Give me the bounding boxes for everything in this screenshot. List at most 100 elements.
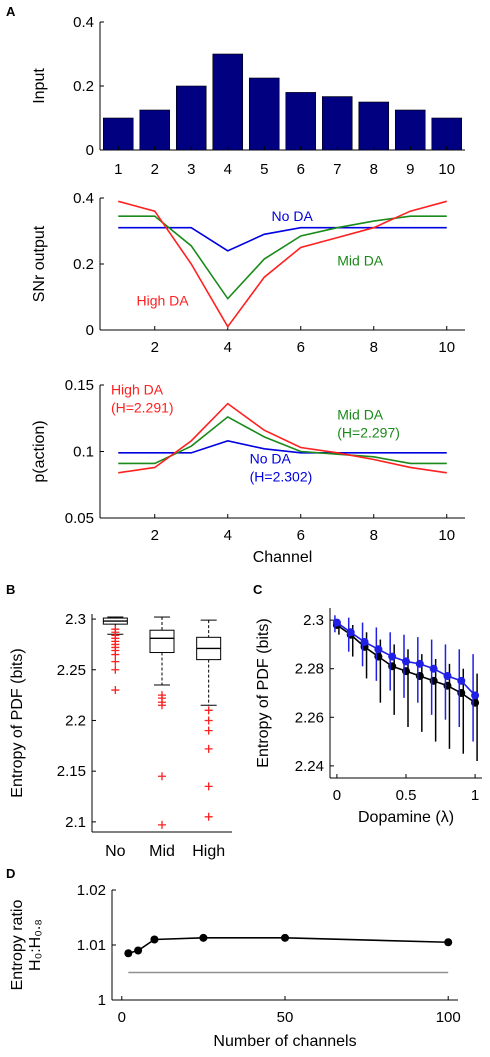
outlier-marker xyxy=(204,726,213,735)
x-tick-label: 50 xyxy=(277,1009,294,1026)
x-tick-label: Mid xyxy=(149,843,175,860)
entropy-box-plot: 2.1 2.15 2.2 2.25 2.3 No Mid High Entropy of PDF… xyxy=(9,611,232,860)
svg-text:D: D xyxy=(6,866,15,881)
annotation-label: No DA xyxy=(250,450,292,466)
panel-label-A: A xyxy=(6,4,16,19)
data-point xyxy=(281,933,289,942)
bar xyxy=(102,117,134,151)
outlier-marker xyxy=(204,744,213,753)
data-point xyxy=(457,689,466,697)
y-tick-label: 0.4 xyxy=(73,14,94,31)
entropy-vs-dopamine-chart: 2.24 2.26 2.28 2.3 0 0.5 1 Entropy of PDF (bits… xyxy=(255,608,482,826)
x-tick-label: 0 xyxy=(333,787,341,804)
bar xyxy=(139,109,171,151)
x-axis-label: Dopamine (λ) xyxy=(358,809,454,826)
panel-label-B: B xyxy=(6,582,15,597)
x-tick-label: 1 xyxy=(471,787,479,804)
annotation-label: (H=2.297) xyxy=(337,425,400,441)
data-point xyxy=(415,659,424,668)
x-tick-label: High xyxy=(192,843,225,860)
y-axis-label: SNr output xyxy=(31,225,48,302)
data-point xyxy=(429,664,438,673)
data-point xyxy=(444,938,453,947)
x-tick-label: 7 xyxy=(333,161,341,178)
x-tick-label: 2 xyxy=(151,527,159,544)
annotation-label: (H=2.291) xyxy=(111,399,174,415)
y-tick-label: 2.28 xyxy=(295,661,324,678)
bar xyxy=(431,117,463,151)
data-point xyxy=(429,676,438,685)
annotation-label: No DA xyxy=(272,208,314,224)
annotation-label: High DA xyxy=(111,381,164,397)
outlier-marker xyxy=(111,650,120,659)
outlier-marker xyxy=(111,665,120,674)
series-line-no-da xyxy=(118,226,447,252)
y-axis-label: p(action) xyxy=(31,420,48,482)
svg-text:A: A xyxy=(6,4,16,19)
y-tick-label: 0.2 xyxy=(73,78,94,95)
y-tick-label: 2.1 xyxy=(65,814,86,831)
x-tick-label: 10 xyxy=(438,161,455,178)
y-tick-label: 0.4 xyxy=(73,190,94,207)
outlier-marker xyxy=(204,716,213,725)
data-point xyxy=(471,698,480,707)
x-tick-label: 6 xyxy=(297,161,305,178)
y-tick-label: 2.24 xyxy=(295,758,324,775)
p-action-line-chart: 0.05 0.1 0.15 2 4 6 8 10 High DA (H=2.291) Mid DA (… xyxy=(31,377,465,566)
bar xyxy=(248,77,280,151)
box xyxy=(149,629,175,654)
annotation-label: High DA xyxy=(137,292,190,308)
panel-label-C: C xyxy=(253,582,263,597)
y-tick-label: 1 xyxy=(98,992,106,1009)
series-line-high-da xyxy=(118,402,447,474)
svg-text:B: B xyxy=(6,582,15,597)
outlier-marker xyxy=(111,657,120,666)
bar xyxy=(285,92,317,151)
data-point xyxy=(471,691,480,700)
x-tick-label: 10 xyxy=(438,339,455,356)
outlier-marker xyxy=(158,701,166,710)
y-tick-label: 0.05 xyxy=(65,510,94,527)
y-tick-label: 2.3 xyxy=(303,612,324,629)
y-tick-label: 2.2 xyxy=(65,712,86,729)
x-axis-label: Number of channels xyxy=(213,1033,356,1050)
entropy-ratio-chart: 1 1.01 1.02 0 50 100 Entropy ratio H₀:H₀.₈ Numbe… xyxy=(9,882,461,1050)
x-tick-label: 3 xyxy=(187,161,195,178)
data-point xyxy=(402,667,410,676)
bar xyxy=(358,101,390,151)
outlier-marker xyxy=(204,782,213,791)
x-tick-label: 4 xyxy=(224,339,232,356)
x-tick-label: 6 xyxy=(297,339,305,356)
data-point xyxy=(124,949,133,958)
data-point xyxy=(150,935,159,944)
bar xyxy=(394,109,426,151)
x-tick-label: 4 xyxy=(224,527,232,544)
data-point xyxy=(402,657,410,666)
x-tick-label: 0.5 xyxy=(396,787,417,804)
y-tick-label: 1.01 xyxy=(77,937,106,954)
x-axis-label: Channel xyxy=(253,549,313,566)
y-tick-label: 2.25 xyxy=(57,662,86,679)
annotation-label: Mid DA xyxy=(337,253,384,269)
x-tick-label: 8 xyxy=(370,527,378,544)
bar xyxy=(321,96,353,151)
data-point xyxy=(443,681,452,690)
outlier-marker xyxy=(204,706,213,715)
bar xyxy=(175,85,207,151)
y-axis-label: Entropy ratio xyxy=(9,900,26,991)
annotation-label: (H=2.302) xyxy=(250,468,313,484)
x-tick-label: 5 xyxy=(260,161,268,178)
y-axis-label: Entropy of PDF (bits) xyxy=(9,648,26,797)
outlier-marker xyxy=(158,772,166,781)
y-tick-label: 0 xyxy=(86,142,94,159)
outlier-marker xyxy=(158,820,166,829)
y-tick-label: 2.26 xyxy=(295,709,324,726)
y-tick-label: 1.02 xyxy=(77,882,106,899)
x-tick-label: 9 xyxy=(406,161,414,178)
data-point xyxy=(388,652,397,661)
x-tick-label: 10 xyxy=(438,527,455,544)
input-bar-chart: 0 0.2 0.4 1 2 3 4 5 6 7 8 9 10 Input xyxy=(31,14,465,178)
y-tick-label: 0 xyxy=(86,322,94,339)
outlier-marker xyxy=(111,686,120,695)
annotation-label: Mid DA xyxy=(337,407,384,423)
